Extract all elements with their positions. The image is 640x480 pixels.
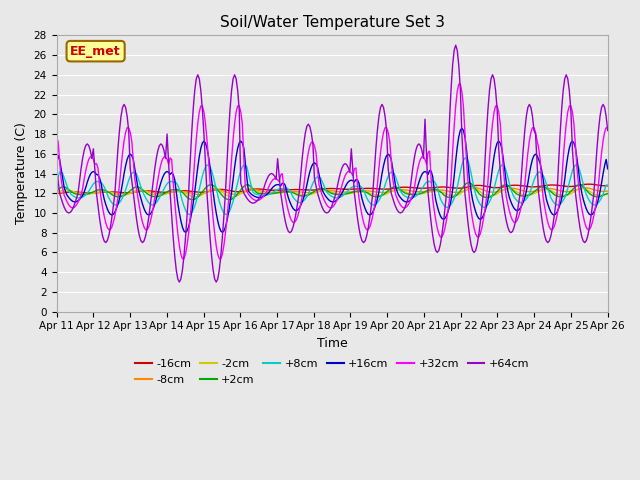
Title: Soil/Water Temperature Set 3: Soil/Water Temperature Set 3 bbox=[220, 15, 445, 30]
X-axis label: Time: Time bbox=[317, 337, 348, 350]
Text: EE_met: EE_met bbox=[70, 45, 121, 58]
Legend: -16cm, -8cm, -2cm, +2cm, +8cm, +16cm, +32cm, +64cm: -16cm, -8cm, -2cm, +2cm, +8cm, +16cm, +3… bbox=[131, 355, 534, 389]
Y-axis label: Temperature (C): Temperature (C) bbox=[15, 122, 28, 225]
